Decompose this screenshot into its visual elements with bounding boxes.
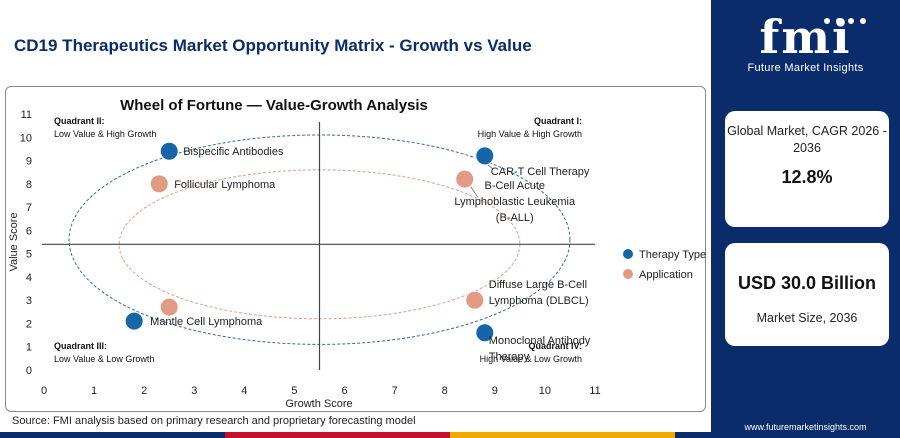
therapy-point	[475, 323, 495, 343]
x-tick-label: 8	[442, 385, 448, 397]
x-tick-label: 1	[91, 385, 97, 397]
y-tick-label: 0	[26, 365, 32, 377]
application-point	[465, 290, 485, 310]
leader-line	[469, 184, 479, 198]
bottom-color-bar	[0, 432, 900, 438]
x-tick-label: 3	[191, 385, 197, 397]
cagr-value: 12.8%	[781, 167, 833, 187]
y-tick-label: 2	[26, 318, 32, 330]
logo-dots-icon	[824, 18, 866, 24]
market-size-value: USD 30.0 Billion	[737, 273, 877, 293]
point-label: CAR-T Cell Therapy	[491, 166, 590, 178]
cagr-label: Global Market, CAGR 2026 - 2036	[727, 124, 887, 155]
market-size-card: USD 30.0 Billion Market Size, 2036	[725, 243, 889, 346]
quadrant-desc: High Value & High Growth	[478, 129, 582, 139]
market-size-label: Market Size, 2036	[756, 311, 858, 325]
bar-segment-navy-2	[675, 432, 900, 438]
fmi-logo: fmi Future Market Insights	[711, 8, 900, 86]
point-label: B-Cell Acute	[484, 180, 545, 192]
x-tick-label: 5	[291, 385, 297, 397]
application-point	[149, 174, 169, 194]
y-tick-label: 10	[20, 132, 32, 144]
point-label: Bispecific Antibodies	[183, 146, 284, 158]
logo-wordmark: fmi	[759, 10, 852, 64]
point-label: (B-ALL)	[496, 212, 534, 224]
y-tick-label: 3	[26, 295, 32, 307]
y-tick-label: 1	[26, 342, 32, 354]
point-label: Lymphoblastic Leukemia	[454, 196, 576, 208]
quadrant-desc: High Value & Low Growth	[480, 354, 582, 364]
bar-segment-red	[225, 432, 450, 438]
quadrant-desc: Low Value & Low Growth	[54, 354, 154, 364]
y-tick-label: 5	[26, 249, 32, 261]
y-tick-label: 11	[21, 109, 32, 121]
y-tick-label: 9	[26, 156, 32, 168]
y-axis-label: Value Score	[8, 212, 20, 271]
page-title: CD19 Therapeutics Market Opportunity Mat…	[14, 36, 532, 55]
y-tick-label: 8	[26, 179, 32, 191]
therapy-point	[124, 311, 144, 331]
bar-segment-gold	[450, 432, 675, 438]
legend-marker	[623, 269, 633, 279]
y-tick-label: 6	[26, 225, 32, 237]
point-label: Monoclonal Antibody	[489, 335, 591, 347]
chart-title: Wheel of Fortune — Value-Growth Analysis	[120, 97, 428, 114]
point-label: Lymphoma (DLBCL)	[489, 295, 589, 307]
x-tick-label: 2	[141, 385, 147, 397]
legend-label: Therapy Type	[639, 249, 706, 261]
x-tick-label: 10	[539, 385, 551, 397]
application-point	[159, 297, 179, 317]
chart-panel: Wheel of Fortune — Value-Growth Analysis…	[5, 86, 706, 412]
x-axis-label: Growth Score	[285, 398, 352, 410]
quadrant-name: Quadrant IV:	[528, 341, 582, 351]
x-tick-label: 4	[241, 385, 247, 397]
legend-label: Application	[639, 269, 693, 281]
quadrant-name: Quadrant II:	[54, 116, 105, 126]
y-tick-label: 4	[26, 272, 32, 284]
y-tick-label: 7	[26, 202, 32, 214]
point-label: Follicular Lymphoma	[174, 179, 276, 191]
quadrant-desc: Low Value & High Growth	[54, 129, 156, 139]
legend-marker	[623, 249, 633, 259]
x-tick-label: 9	[492, 385, 498, 397]
website-link[interactable]: www.futuremarketinsights.com	[744, 422, 867, 432]
therapy-point	[159, 141, 179, 161]
source-note: Source: FMI analysis based on primary re…	[12, 415, 416, 427]
scatter-chart: Wheel of Fortune — Value-Growth Analysis…	[8, 97, 706, 410]
quadrant-name: Quadrant I:	[534, 116, 582, 126]
x-tick-label: 7	[392, 385, 398, 397]
x-tick-label: 0	[41, 385, 47, 397]
x-tick-label: 11	[589, 385, 600, 397]
bar-segment-navy	[0, 432, 225, 438]
point-label: Mantle Cell Lymphoma	[150, 316, 263, 328]
therapy-point	[475, 146, 495, 166]
x-tick-label: 6	[341, 385, 347, 397]
quadrant-name: Quadrant III:	[54, 341, 107, 351]
logo-subtitle: Future Market Insights	[747, 62, 864, 74]
point-label: Therapy	[489, 351, 530, 363]
point-label: Diffuse Large B-Cell	[489, 279, 587, 291]
application-point	[455, 169, 475, 189]
sidebar: fmi Future Market Insights Global Market…	[711, 0, 900, 432]
cagr-card: Global Market, CAGR 2026 - 2036 12.8%	[725, 111, 889, 227]
